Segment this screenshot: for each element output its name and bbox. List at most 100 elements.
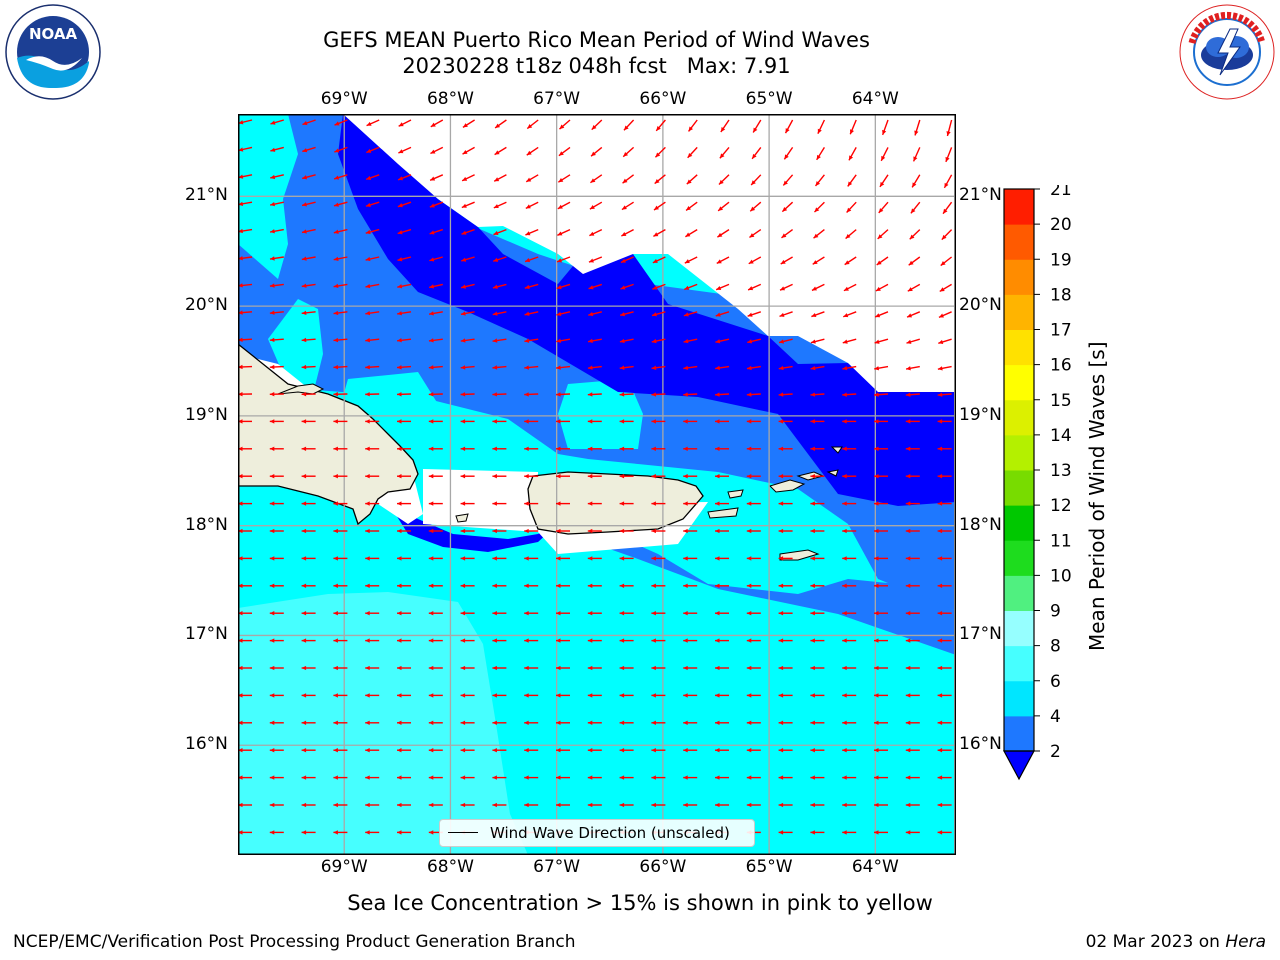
wind-wave-arrow — [750, 174, 762, 186]
lon-tick-label: 68°W — [426, 89, 474, 109]
wind-wave-arrow — [715, 748, 729, 753]
wind-wave-arrow — [524, 748, 539, 753]
lat-tick-label: 20°N — [185, 295, 228, 316]
wind-wave-arrow — [810, 474, 825, 479]
wind-wave-arrow — [720, 119, 730, 133]
wind-wave-arrow — [778, 365, 793, 371]
colorbar-tick-label: 2 — [1050, 742, 1061, 762]
wind-wave-arrow — [905, 748, 920, 753]
wind-wave-arrow — [461, 174, 475, 182]
wind-wave-arrow — [937, 474, 952, 479]
colorbar-segment — [1004, 645, 1034, 682]
wind-wave-arrow — [397, 528, 411, 534]
wind-wave-arrow — [239, 446, 252, 451]
wind-wave-arrow — [590, 146, 603, 157]
wind-wave-arrow — [301, 583, 316, 588]
wind-wave-arrow — [751, 146, 762, 160]
wind-wave-arrow — [587, 611, 602, 616]
wind-wave-arrow — [524, 720, 539, 725]
wind-wave-arrow — [651, 583, 666, 588]
wind-wave-arrow — [333, 556, 348, 561]
wind-wave-arrow — [460, 802, 475, 808]
wind-wave-arrow — [905, 720, 920, 725]
wind-wave-arrow — [810, 802, 825, 808]
colorbar-tick-label: 10 — [1050, 566, 1072, 586]
colorbar-tick-label: 20 — [1050, 215, 1072, 235]
wind-wave-arrow — [556, 283, 571, 290]
wind-wave-arrow — [905, 556, 920, 561]
wind-wave-arrow — [556, 775, 570, 780]
wind-wave-arrow — [746, 556, 761, 561]
wind-wave-arrow — [334, 119, 348, 126]
ocean-band-lt-2 — [338, 115, 954, 506]
wind-wave-arrow — [651, 611, 666, 616]
wind-wave-arrow — [333, 638, 348, 643]
wind-wave-arrow — [813, 229, 825, 239]
wind-wave-arrow — [239, 364, 253, 370]
wind-wave-arrow — [301, 446, 316, 451]
wind-wave-arrow — [397, 720, 411, 725]
wind-wave-arrow — [651, 802, 666, 808]
wind-wave-arrow — [874, 311, 889, 318]
lat-tick-label: 20°N — [959, 295, 1002, 316]
colorbar-segment — [1004, 680, 1034, 717]
wind-wave-arrow — [301, 256, 316, 261]
wind-wave-arrow — [239, 501, 252, 506]
wind-wave-arrow — [874, 556, 888, 561]
wind-wave-arrow — [683, 501, 698, 506]
wind-wave-arrow — [365, 338, 380, 343]
wind-wave-arrow — [842, 720, 857, 725]
wind-wave-arrow — [938, 311, 952, 318]
wind-wave-arrow — [239, 611, 252, 616]
wind-wave-arrow — [587, 528, 602, 534]
lat-tick-label: 19°N — [959, 404, 1002, 425]
wind-wave-arrow — [524, 365, 539, 370]
footer-date-text: 02 Mar 2023 on — [1085, 932, 1226, 952]
wind-wave-arrow — [684, 283, 698, 291]
wind-wave-arrow — [239, 556, 252, 561]
colorbar-segment — [1004, 224, 1034, 260]
wind-wave-arrow — [651, 338, 666, 344]
wind-wave-arrow — [301, 474, 316, 479]
wind-wave-arrow — [746, 611, 761, 616]
wind-wave-arrow — [746, 693, 761, 698]
wind-wave-arrow — [619, 446, 634, 451]
wind-wave-arrow — [301, 337, 316, 343]
wind-wave-arrow — [937, 665, 952, 671]
wind-wave-arrow — [365, 446, 380, 451]
wind-wave-arrow — [492, 338, 507, 343]
wind-wave-arrow — [587, 748, 602, 753]
wind-wave-arrow — [876, 256, 889, 266]
wind-wave-arrow — [269, 364, 284, 370]
wind-wave-arrow — [652, 283, 666, 290]
wind-wave-arrow — [492, 283, 507, 289]
wind-wave-arrow — [905, 665, 920, 671]
wind-wave-arrow — [525, 174, 539, 183]
wind-wave-arrow — [492, 638, 507, 643]
map-panel — [238, 114, 956, 855]
wind-wave-arrow — [874, 528, 888, 534]
wind-wave-arrow — [849, 119, 857, 135]
wind-wave-arrow — [461, 228, 475, 235]
wind-wave-arrow — [587, 365, 602, 370]
wind-wave-arrow — [843, 311, 857, 318]
wind-wave-arrow — [301, 802, 316, 808]
wind-wave-arrow — [302, 119, 316, 126]
wind-wave-arrow — [778, 665, 793, 671]
wind-wave-arrow — [937, 693, 952, 698]
wind-wave-arrow — [492, 419, 507, 424]
virgin-gorda-island — [826, 469, 839, 477]
wind-wave-arrow — [683, 474, 698, 479]
wind-wave-arrow — [397, 665, 411, 671]
wind-wave-arrow — [746, 748, 761, 753]
wind-wave-arrow — [810, 611, 825, 616]
wind-wave-arrow — [333, 310, 348, 316]
wind-wave-arrow — [333, 802, 348, 808]
wind-wave-arrow — [683, 583, 698, 588]
wind-wave-arrow — [842, 446, 857, 451]
wind-wave-arrow — [778, 501, 793, 506]
wind-wave-arrow — [333, 611, 348, 616]
wind-wave-arrow — [879, 174, 889, 188]
wind-wave-arrow — [620, 283, 634, 290]
wind-wave-arrow — [524, 446, 539, 451]
